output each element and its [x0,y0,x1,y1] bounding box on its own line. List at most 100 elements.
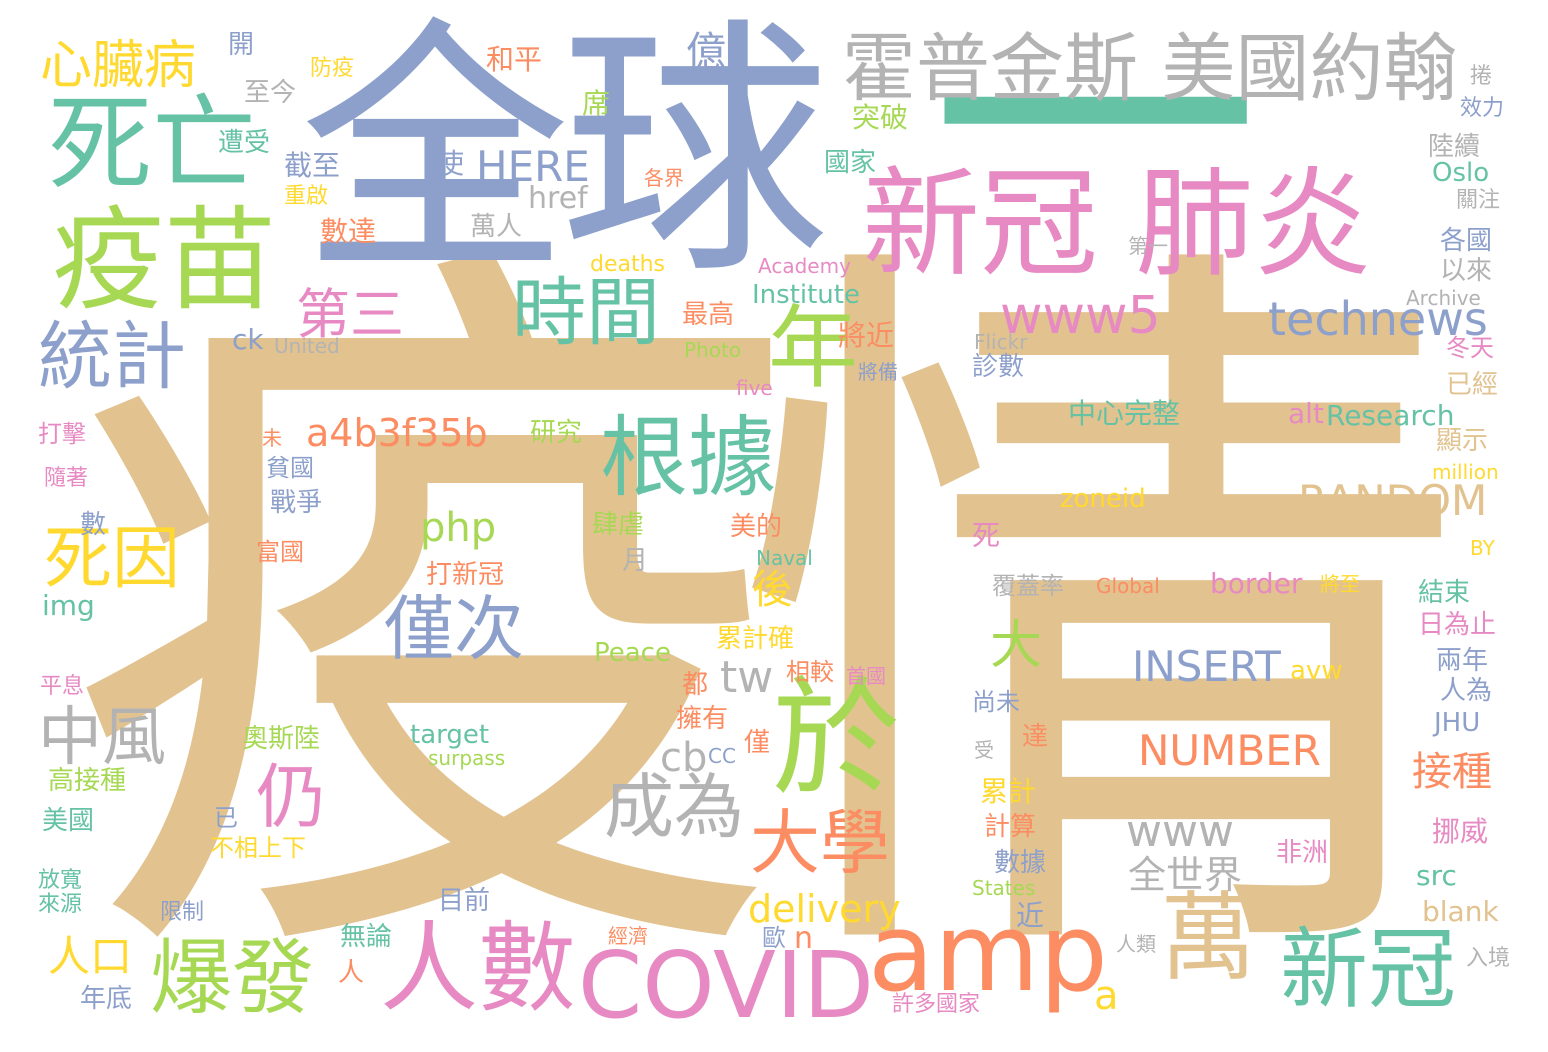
word-number: NUMBER [1138,726,1321,775]
word-zhongfeng: 中風 [38,701,166,775]
word-archive: Archive [1406,286,1481,310]
word-n: n [794,921,814,956]
word-border: border [1210,567,1303,600]
word-xinguan-feiyan: 新冠 肺炎 [862,155,1372,293]
word-meide: 美的 [730,512,783,542]
word-geguo: 各國 [1440,226,1493,256]
word-baofa: 爆發 [150,931,315,1026]
word-yi: 一 [930,0,1260,317]
word-shuju: 數據 [994,848,1047,878]
word-buxiangshangxia: 不相上下 [210,834,306,862]
word-fangkuan: 放寬 [38,868,83,893]
word-amp: amp [868,891,1108,1016]
word-fugailv: 覆蓋率 [992,572,1064,600]
word-shi: 使 [436,147,465,180]
word-rujing: 入境 [1466,946,1511,971]
word-jiezhi: 截至 [284,149,341,182]
word-xiaoli: 效力 [1460,96,1505,121]
word-cb: cb [660,735,708,781]
word-niandi: 年底 [80,984,133,1014]
word-zhanzheng: 戰爭 [270,488,323,518]
word-jinci: 僅次 [384,588,524,670]
word-tongji: 統計 [38,314,186,400]
word-shuda: 數達 [320,215,377,248]
word-xiangjiao: 相較 [786,658,834,686]
word-zhenshu: 診數 [972,352,1025,382]
word-here: HERE [476,142,590,191]
word-href: href [528,181,588,216]
word-ren: 人 [338,958,365,988]
word-juan: 捲 [1470,64,1493,89]
word-ou: 歐 [762,924,786,952]
word-gaojiezhong: 高接種 [48,766,127,796]
word-yue: 月 [622,546,649,576]
word-src: src [1416,859,1457,892]
word-jisuan: 計算 [984,812,1037,842]
word-fuguo: 富國 [256,538,304,566]
word-wanren: 萬人 [470,212,523,242]
word-renshu: 人數 [380,912,577,1026]
word-zuigao: 最高 [682,300,735,330]
word-target: target [410,720,490,750]
word-random: RANDOM [1298,476,1488,525]
word-genju: 根據 [600,406,777,509]
word-xianzhi: 限制 [160,900,205,925]
word-www: www [1126,806,1234,857]
word-renkou: 人口 [48,932,133,981]
word-yiqing: 疫情 [62,189,1472,1051]
word-jiangzhi: 將至 [1320,572,1360,596]
word-yilai: 以來 [1440,256,1493,286]
word-nuowei: 挪威 [1432,815,1489,848]
word-institute: Institute [752,280,860,310]
word-by: BY [1470,536,1495,560]
word-leiji: 累計 [980,775,1037,808]
word-shu: 數 [80,510,107,540]
word-deaths: deaths [590,252,666,277]
word-jiangbei: 將備 [858,360,898,384]
word-riweizhi: 日為止 [1418,610,1497,640]
word-jiangjin: 將近 [838,319,895,352]
word-pinguo: 貧國 [266,454,314,482]
word-yi-already: 已 [214,804,238,832]
word-daji: 打擊 [38,420,86,448]
word-fangyi: 防疫 [310,56,355,81]
word-united: United [274,334,340,358]
word-yu: 於 [772,665,901,814]
word-oslo: Oslo [1432,158,1490,188]
word-ck: ck [232,323,264,356]
word-disan: 第三 [296,283,404,346]
word-tupo: 突破 [852,101,909,134]
word-meiguo: 美國 [42,806,95,836]
word-tw: tw [720,652,774,703]
word-surpass: surpass [428,746,506,770]
word-jieshu: 結束 [1418,578,1471,608]
word-renwei: 人為 [1440,676,1493,706]
word-academy: Academy [758,254,851,278]
word-shou: 受 [974,738,994,762]
word-insert: INSERT [1132,642,1281,691]
word-wan: 萬 [1160,882,1256,994]
word-blank: blank [1422,895,1499,928]
word-photo: Photo [684,338,742,362]
word-covid: COVID [578,932,874,1039]
word-suizhe: 隨著 [44,466,89,491]
word-hopkins: 霍普金斯 美國約翰 [842,26,1458,112]
word-guanzhu: 關注 [1456,188,1501,213]
word-xi: 席 [582,87,611,120]
word-liangnian: 兩年 [1436,646,1489,676]
word-chongqi: 重啟 [284,184,329,209]
word-jin-only: 僅 [744,728,771,758]
word-naval: Naval [756,546,813,570]
word-a: a [1094,973,1119,1019]
word-shangwei: 尚未 [972,688,1020,716]
word-jin-near: 近 [1016,899,1045,932]
word-si: 死 [972,519,1001,552]
word-yanjiu: 研究 [530,418,583,448]
word-yijing: 已經 [1446,370,1499,400]
word-guojia: 國家 [824,148,877,178]
word-research: Research [1326,399,1455,432]
word-quanshijie: 全世界 [1128,853,1243,897]
word-shijian: 時間 [512,270,660,356]
word-avw: avw [1290,656,1343,686]
word-da-reach: 達 [1022,722,1049,752]
